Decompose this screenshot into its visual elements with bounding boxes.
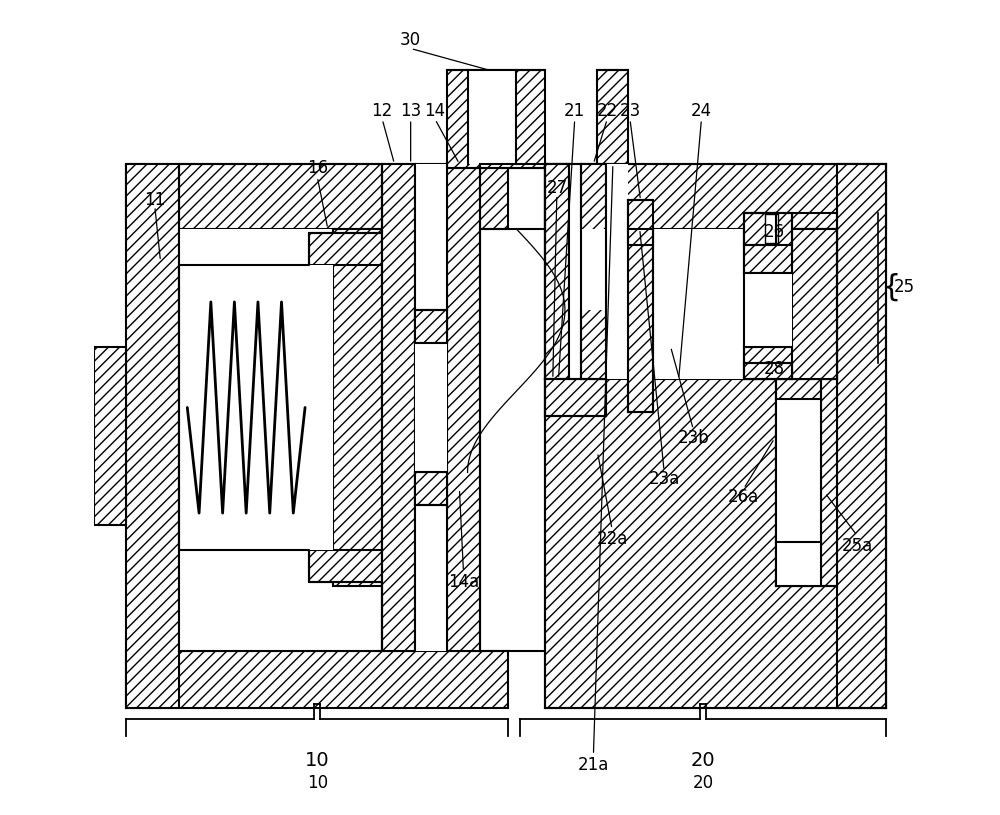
Text: 21a: 21a (578, 756, 609, 774)
Polygon shape (776, 379, 837, 586)
Polygon shape (792, 229, 837, 379)
Bar (765, 214, 778, 244)
Bar (179, 229, 378, 651)
Polygon shape (415, 473, 447, 505)
Bar (776, 444, 821, 586)
Text: {: { (882, 273, 901, 302)
Polygon shape (447, 164, 480, 651)
Polygon shape (837, 164, 886, 708)
Bar (569, 229, 628, 310)
Text: 25: 25 (894, 278, 915, 297)
Polygon shape (309, 233, 382, 266)
Text: 20: 20 (691, 751, 715, 770)
Text: 11: 11 (144, 192, 165, 209)
Polygon shape (94, 346, 126, 526)
Text: 14: 14 (424, 102, 446, 120)
Text: 10: 10 (307, 773, 328, 791)
Polygon shape (581, 164, 606, 379)
Polygon shape (776, 399, 821, 541)
Bar (744, 274, 792, 346)
Text: 22: 22 (597, 102, 618, 120)
Polygon shape (744, 213, 776, 245)
Text: 20: 20 (692, 773, 714, 791)
Polygon shape (382, 164, 415, 651)
Bar (776, 399, 821, 541)
Text: 24: 24 (691, 102, 712, 120)
Bar (606, 164, 628, 379)
Text: 30: 30 (400, 31, 421, 49)
Polygon shape (126, 651, 508, 708)
Bar (545, 229, 837, 379)
Text: 16: 16 (307, 159, 328, 177)
Polygon shape (597, 70, 628, 164)
Polygon shape (126, 164, 508, 229)
Bar (309, 266, 333, 549)
Bar (179, 266, 309, 549)
Polygon shape (545, 164, 569, 379)
Polygon shape (628, 229, 653, 412)
Polygon shape (744, 346, 837, 379)
Text: 27: 27 (546, 179, 567, 197)
Bar (606, 229, 628, 379)
Bar (744, 213, 776, 245)
Polygon shape (545, 164, 886, 229)
Text: 22a: 22a (596, 530, 628, 548)
Polygon shape (744, 229, 837, 274)
Text: 21: 21 (564, 102, 585, 120)
Polygon shape (309, 549, 382, 582)
Polygon shape (545, 379, 886, 708)
Bar (545, 164, 569, 379)
Polygon shape (545, 379, 606, 416)
Text: 25a: 25a (842, 536, 873, 554)
Text: 26a: 26a (728, 488, 759, 506)
Polygon shape (333, 229, 382, 586)
Polygon shape (126, 164, 179, 708)
Bar (468, 70, 516, 164)
Text: 23: 23 (619, 102, 641, 120)
Polygon shape (744, 363, 792, 379)
Text: 14a: 14a (448, 573, 479, 591)
Polygon shape (447, 70, 545, 168)
Text: 12: 12 (372, 102, 393, 120)
Text: 23a: 23a (648, 470, 680, 488)
Text: 26: 26 (764, 223, 785, 241)
Text: 13: 13 (400, 102, 421, 120)
Bar (569, 164, 581, 379)
Text: 10: 10 (305, 751, 330, 770)
Polygon shape (545, 164, 569, 379)
Polygon shape (415, 310, 447, 342)
Polygon shape (776, 213, 792, 245)
Polygon shape (628, 200, 653, 245)
Text: 28: 28 (764, 359, 785, 377)
Text: 23b: 23b (677, 429, 709, 447)
Bar (415, 342, 447, 473)
Polygon shape (776, 379, 821, 586)
Bar (415, 164, 447, 651)
